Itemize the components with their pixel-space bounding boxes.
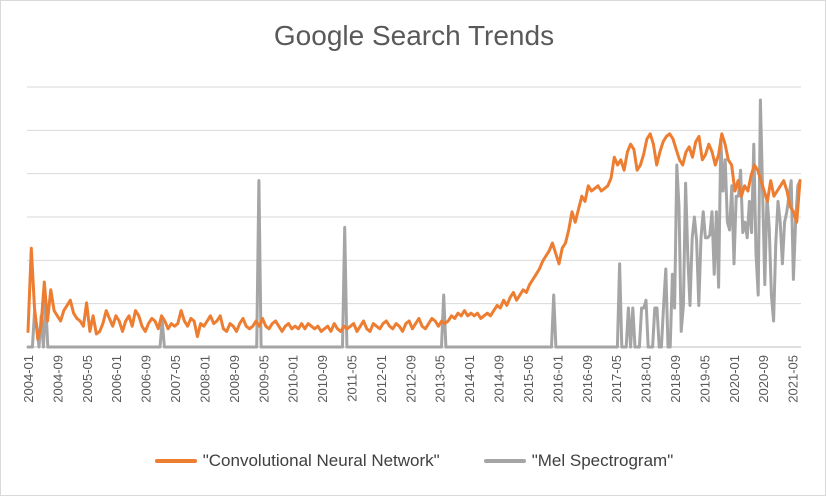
x-tick-label: 2007-05 bbox=[168, 355, 183, 403]
legend-item-mel: "Mel Spectrogram" bbox=[483, 451, 674, 471]
legend-swatch-mel bbox=[483, 459, 526, 463]
x-tick-label: 2006-09 bbox=[139, 355, 154, 403]
x-tick-label: 2017-05 bbox=[609, 355, 624, 403]
x-tick-label: 2018-09 bbox=[668, 355, 683, 403]
x-tick-label: 2012-09 bbox=[403, 355, 418, 403]
x-tick-label: 2014-09 bbox=[492, 355, 507, 403]
x-tick-label: 2013-05 bbox=[433, 355, 448, 403]
x-tick-label: 2020-09 bbox=[756, 355, 771, 403]
series-line-mel bbox=[26, 98, 802, 349]
x-tick-label: 2010-01 bbox=[286, 355, 301, 403]
x-tick-label: 2014-01 bbox=[462, 355, 477, 403]
x-tick-label: 2011-05 bbox=[345, 355, 360, 402]
x-tick-label: 2016-09 bbox=[580, 355, 595, 403]
x-tick-label: 2004-09 bbox=[50, 355, 65, 403]
legend-label-cnn: "Convolutional Neural Network" bbox=[202, 451, 440, 470]
series-line-cnn bbox=[26, 132, 802, 341]
x-tick-label: 2021-05 bbox=[786, 355, 801, 403]
chart-legend: "Convolutional Neural Network" "Mel Spec… bbox=[1, 451, 826, 471]
x-tick-label: 2018-01 bbox=[639, 355, 654, 403]
x-tick-label: 2010-09 bbox=[315, 355, 330, 403]
x-tick-label: 2008-09 bbox=[227, 355, 242, 403]
x-tick-label: 2019-05 bbox=[697, 355, 712, 403]
x-tick-label: 2006-01 bbox=[109, 355, 124, 403]
x-tick-label: 2009-05 bbox=[256, 355, 271, 403]
x-tick-label: 2004-01 bbox=[21, 355, 36, 403]
x-tick-label: 2005-05 bbox=[80, 355, 95, 403]
x-tick-label: 2015-05 bbox=[521, 355, 536, 403]
x-tick-label: 2016-01 bbox=[550, 355, 565, 403]
x-tick-label: 2020-01 bbox=[727, 355, 742, 403]
legend-swatch-cnn bbox=[154, 459, 197, 463]
legend-label-mel: "Mel Spectrogram" bbox=[531, 451, 674, 470]
x-tick-label: 2008-01 bbox=[198, 355, 213, 403]
x-tick-label: 2012-01 bbox=[374, 355, 389, 403]
chart-title: Google Search Trends bbox=[273, 20, 555, 51]
legend-item-cnn: "Convolutional Neural Network" bbox=[154, 451, 440, 471]
